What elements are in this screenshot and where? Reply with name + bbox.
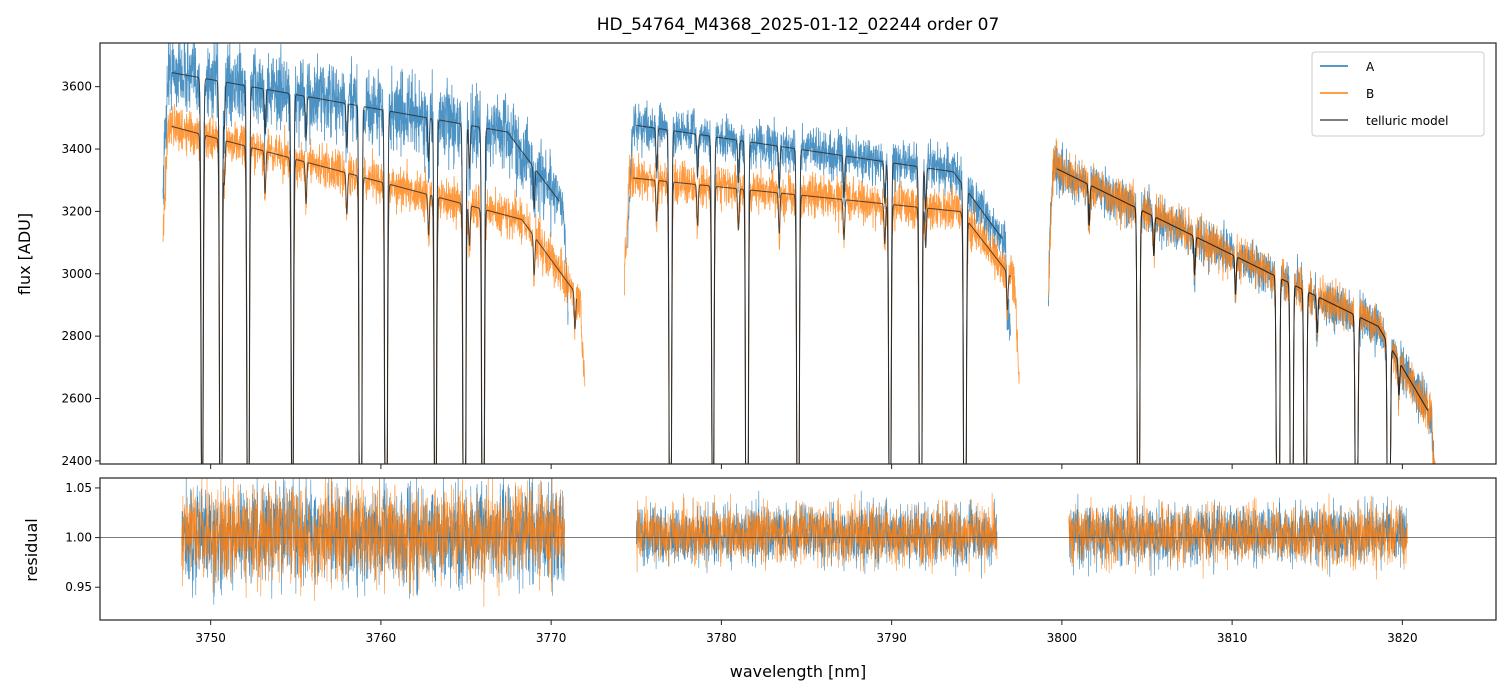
x-axis-label: wavelength [nm] — [730, 662, 867, 681]
x-tick-label: 3800 — [1047, 631, 1078, 645]
legend-label-b: B — [1366, 87, 1374, 101]
legend-label-a: A — [1366, 60, 1375, 74]
residual-tick-label: 0.95 — [65, 580, 92, 594]
telluric-model-line — [632, 177, 1012, 464]
residual-b-line — [1068, 493, 1408, 580]
flux-tick-label: 2600 — [61, 392, 92, 406]
flux-axes — [162, 43, 1436, 464]
residual-b-line — [181, 478, 565, 607]
residual-axes — [100, 478, 1496, 607]
telluric-model-line — [1056, 168, 1429, 464]
legend-label-telluric: telluric model — [1366, 114, 1448, 128]
flux-tick-label: 3200 — [61, 204, 92, 218]
series-b-line — [624, 152, 1020, 464]
series-a-line — [162, 43, 569, 464]
flux-tick-label: 3600 — [61, 80, 92, 94]
residual-tick-label: 1.05 — [65, 481, 92, 495]
flux-tick-label: 2400 — [61, 454, 92, 468]
x-tick-label: 3760 — [366, 631, 397, 645]
flux-tick-label: 3400 — [61, 142, 92, 156]
x-tick-label: 3750 — [195, 631, 226, 645]
residual-ylabel: residual — [22, 518, 41, 581]
series-a-line — [627, 100, 1011, 464]
flux-tick-label: 2800 — [61, 329, 92, 343]
residual-axes-frame — [99, 477, 1497, 621]
series-b-line — [1047, 138, 1436, 464]
x-tick-label: 3790 — [876, 631, 907, 645]
x-tick-label: 3810 — [1217, 631, 1248, 645]
chart-title: HD_54764_M4368_2025-01-12_02244 order 07 — [597, 15, 1000, 35]
residual-tick-label: 1.00 — [65, 531, 92, 545]
legend: A B telluric model — [1311, 51, 1485, 137]
flux-tick-label: 3000 — [61, 267, 92, 281]
flux-ylabel: flux [ADU] — [15, 213, 34, 295]
x-tick-label: 3780 — [706, 631, 737, 645]
flux-axes-frame — [99, 42, 1497, 465]
x-tick-label: 3820 — [1387, 631, 1418, 645]
telluric-model-line — [171, 125, 577, 464]
residual-b-line — [636, 492, 998, 574]
x-tick-label: 3770 — [536, 631, 567, 645]
telluric-model-line — [171, 72, 560, 464]
series-b-line — [162, 104, 586, 464]
telluric-model-line — [636, 124, 1003, 464]
